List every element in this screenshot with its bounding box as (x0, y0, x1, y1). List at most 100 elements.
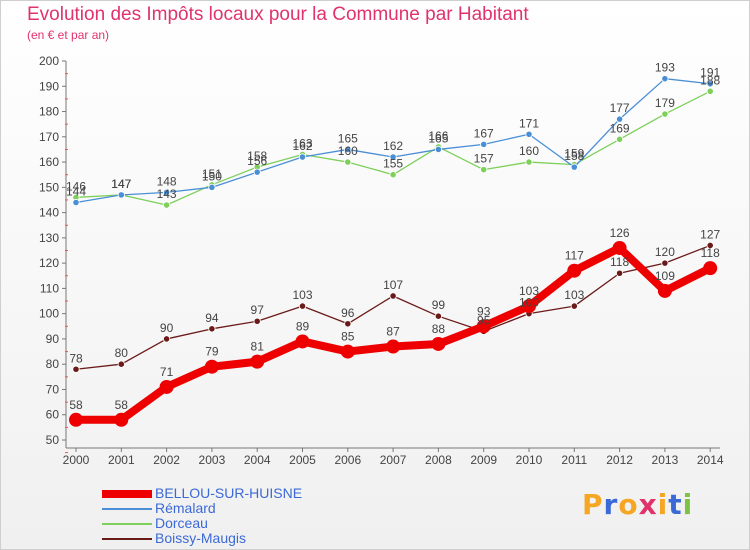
data-label: 143 (157, 187, 177, 201)
data-label: 109 (655, 269, 675, 283)
data-point (567, 263, 582, 278)
data-point (434, 145, 442, 154)
legend-label: Boissy-Maugis (155, 530, 247, 546)
data-label: 150 (202, 169, 222, 183)
legend-swatch (102, 490, 152, 498)
data-point (612, 240, 627, 255)
data-label: 89 (296, 319, 310, 333)
legend-item: BELLOU-SUR-HUISNE (102, 485, 322, 501)
series-lines (69, 75, 718, 427)
data-point (204, 359, 219, 374)
x-tick-label: 2013 (652, 453, 679, 467)
data-label: 179 (655, 96, 675, 110)
data-point (661, 259, 669, 267)
data-point (615, 269, 624, 277)
data-point (570, 163, 578, 171)
x-tick-label: 2011 (561, 453, 587, 467)
y-tick-label: 130 (39, 231, 59, 245)
x-tick-label: 2005 (289, 453, 316, 467)
proxiti-logo: Proxiti (582, 488, 693, 521)
data-label: 81 (251, 340, 265, 354)
data-point (72, 365, 80, 373)
y-tick-label: 100 (39, 307, 59, 321)
data-label: 158 (564, 149, 584, 163)
x-tick-label: 2007 (380, 453, 407, 467)
y-tick-label: 60 (46, 408, 60, 422)
data-label: 118 (701, 246, 720, 260)
data-point (250, 354, 265, 369)
data-label: 146 (66, 179, 86, 193)
logo-letter: o (618, 488, 639, 521)
data-label: 120 (655, 245, 675, 259)
data-label: 177 (610, 101, 630, 115)
data-label: 103 (519, 284, 539, 298)
data-label: 126 (610, 226, 630, 240)
data-label: 159 (564, 147, 584, 161)
data-label: 99 (432, 298, 446, 312)
data-label: 156 (247, 154, 267, 168)
data-point (525, 130, 533, 138)
x-tick-label: 2006 (334, 453, 361, 467)
data-label: 58 (115, 398, 129, 412)
logo-letter: i (682, 488, 694, 521)
logo-letter: t (668, 488, 683, 521)
data-label: 93 (477, 304, 491, 318)
data-label: 80 (115, 346, 129, 360)
data-label: 127 (700, 227, 720, 241)
x-tick-label: 2002 (153, 453, 180, 467)
data-point (298, 153, 307, 161)
data-label: 148 (157, 174, 177, 188)
data-label: 71 (160, 365, 174, 379)
data-label: 144 (66, 184, 86, 198)
data-label: 79 (205, 345, 219, 359)
data-point (431, 336, 446, 351)
data-label: 167 (474, 126, 494, 140)
data-label: 158 (247, 149, 267, 163)
data-point (298, 302, 307, 310)
data-point (476, 319, 491, 334)
legend-item: Boissy-Maugis (102, 530, 322, 546)
data-point (615, 115, 624, 123)
x-tick-label: 2004 (244, 453, 271, 467)
data-label: 97 (251, 303, 265, 317)
data-label: 117 (565, 249, 584, 263)
data-label: 165 (428, 131, 448, 145)
data-point (434, 312, 442, 320)
data-point (389, 153, 397, 161)
data-label: 160 (338, 144, 358, 158)
legend-swatch (102, 508, 152, 510)
y-tick-label: 120 (39, 256, 59, 270)
data-point (163, 188, 171, 196)
y-tick-label: 200 (39, 54, 59, 68)
data-point (117, 191, 125, 199)
data-point (208, 325, 216, 333)
data-point (570, 302, 578, 310)
logo-letter: P (582, 488, 604, 521)
data-label: 100 (519, 296, 539, 310)
data-label: 155 (383, 157, 403, 171)
data-label: 166 (428, 129, 448, 143)
data-label: 151 (202, 167, 222, 181)
data-point (389, 292, 397, 300)
data-label: 103 (292, 288, 312, 302)
data-point (480, 166, 488, 174)
y-tick-label: 180 (39, 105, 59, 119)
data-point (69, 412, 83, 427)
y-tick-label: 170 (39, 130, 59, 144)
legend-swatch (102, 538, 152, 540)
data-point (480, 140, 488, 148)
data-label: 118 (610, 255, 629, 269)
data-label: 78 (69, 351, 83, 365)
data-point (661, 75, 669, 83)
data-label: 162 (383, 139, 403, 153)
data-point (344, 158, 352, 166)
y-tick-label: 140 (39, 206, 59, 220)
data-point (295, 334, 310, 349)
data-label: 85 (341, 330, 355, 344)
y-tick-label: 150 (39, 180, 59, 194)
data-point (344, 145, 352, 154)
legend-label: BELLOU-SUR-HUISNE (155, 485, 303, 501)
legend-item: Dorceau (102, 515, 322, 531)
data-point (703, 261, 718, 276)
x-tick-label: 2001 (108, 453, 135, 467)
